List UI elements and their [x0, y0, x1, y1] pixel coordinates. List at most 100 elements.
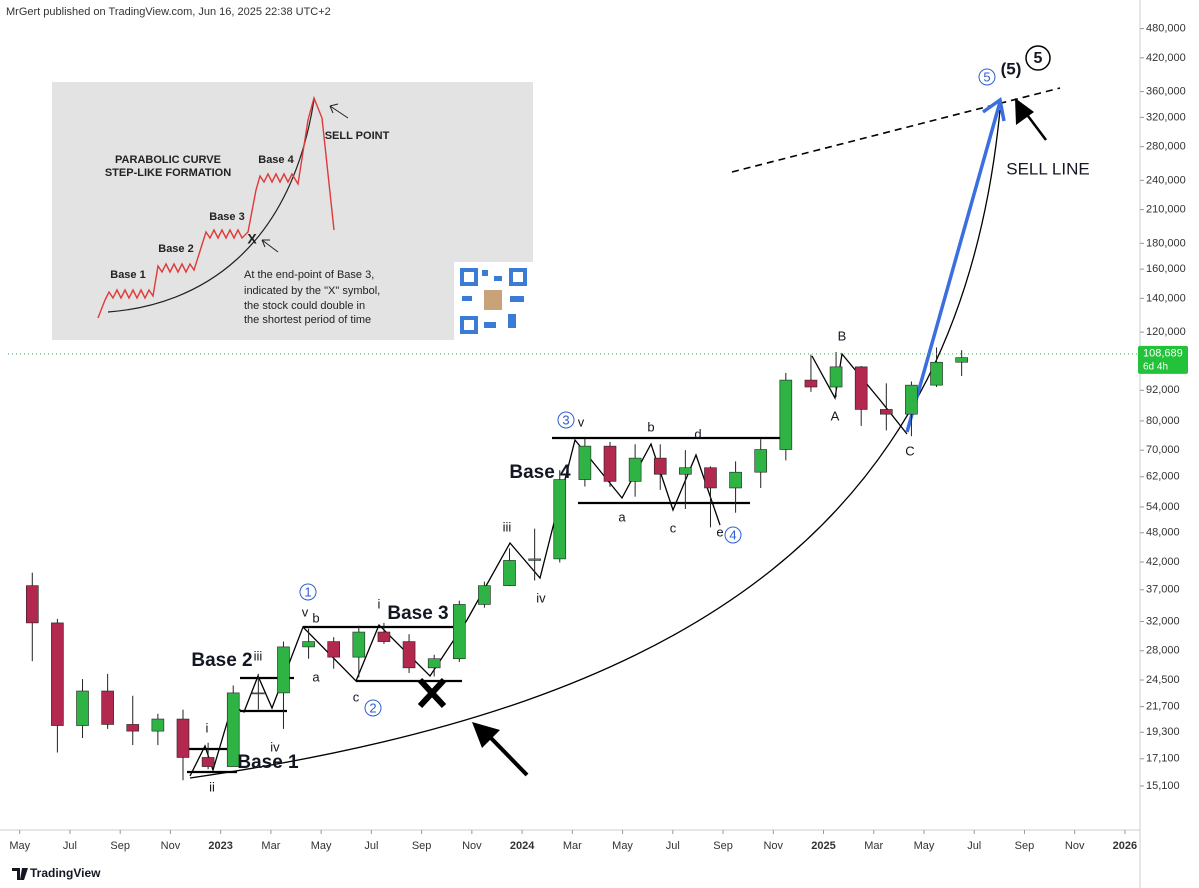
candle-body [603, 445, 617, 482]
x-tick-label: Jul [63, 840, 77, 852]
wave-label: b [647, 419, 654, 434]
candle-body [76, 690, 89, 726]
candle-body [528, 558, 541, 561]
x-tick-label: Jul [364, 840, 378, 852]
circle-marker [724, 526, 742, 544]
qr [454, 262, 533, 340]
candle-body [905, 384, 918, 415]
y-tick-label: 320,000 [1146, 111, 1186, 123]
candle-body [478, 585, 491, 605]
y-tick-label: 37,000 [1146, 584, 1180, 596]
y-tick-label: 140,000 [1146, 292, 1186, 304]
y-tick-label: 180,000 [1146, 237, 1186, 249]
wave-label: e [716, 524, 723, 539]
wave-label: a [312, 669, 320, 684]
inset-sell: SELL POINT [325, 130, 390, 142]
inset-base: Base 2 [158, 243, 193, 255]
candle-body [377, 631, 391, 642]
candle-body [930, 361, 943, 386]
y-tick-label: 210,000 [1146, 204, 1186, 216]
inset-base: Base 4 [258, 154, 294, 166]
y-tick-label: 70,000 [1146, 444, 1180, 456]
candle-body [804, 379, 818, 388]
wave-label: A [831, 408, 840, 423]
candle-body [226, 692, 240, 767]
candle-body [503, 560, 516, 586]
wave-label: iv [536, 590, 546, 605]
circled-label: 5 [983, 69, 990, 84]
x-tick-label: May [9, 840, 30, 852]
candle-body [352, 631, 366, 658]
wave-label: ii [209, 779, 215, 794]
candle-body [327, 641, 341, 658]
inset-base: Base 1 [110, 269, 145, 281]
y-tick-label: 19,300 [1146, 726, 1180, 738]
base-label: Base 4 [509, 462, 571, 483]
wave-label: d [694, 426, 701, 441]
candle-body [880, 409, 893, 415]
countdown: 6d 4h [1143, 361, 1168, 372]
circle-marker [557, 411, 575, 429]
circle-marker [978, 68, 996, 86]
circle-marker [364, 699, 382, 717]
y-tick-label: 120,000 [1146, 326, 1186, 338]
candle-body [628, 457, 642, 482]
wave-label: a [618, 509, 626, 524]
candle-body [51, 622, 64, 726]
candle-body [402, 641, 416, 669]
y-tick-label: 62,000 [1146, 471, 1180, 483]
inset-base: Base 3 [209, 211, 244, 223]
candle-body [277, 646, 290, 694]
wave-label: i [206, 720, 209, 735]
candle-body [176, 718, 190, 758]
final-circled: 5 [1034, 50, 1043, 67]
inset-price [97, 95, 335, 319]
wave-label: c [353, 689, 360, 704]
candle-body [452, 604, 466, 660]
inset-arrow [329, 103, 349, 119]
candle-body [754, 449, 768, 473]
candle-body [854, 366, 868, 410]
wave-label: c [670, 520, 677, 535]
candle-body [252, 692, 265, 695]
x-tick-label: Mar [864, 840, 883, 852]
inset-title: STEP-LIKE FORMATION [105, 167, 231, 179]
candle-body [25, 585, 39, 624]
x-tick-label: 2025 [811, 840, 835, 852]
circled-label: 4 [729, 527, 736, 542]
x-tick-label: Sep [713, 840, 733, 852]
wave-label: i [378, 596, 381, 611]
candle-body [679, 467, 692, 475]
x-tick-label: Mar [563, 840, 582, 852]
x-tick-label: May [914, 840, 935, 852]
base-label: Base 3 [387, 603, 448, 624]
inset-note: the stock could double in [244, 300, 365, 312]
circled-label: 1 [304, 584, 311, 599]
wave-label: B [838, 328, 847, 343]
arrow [486, 733, 529, 777]
inset-bg [52, 82, 533, 340]
candle-body [653, 457, 667, 475]
arrow-head [1015, 98, 1034, 125]
candle-body [126, 724, 140, 732]
circled-label: 3 [562, 412, 569, 427]
circle-marker [1025, 45, 1051, 71]
wave-label: v [302, 604, 309, 619]
x-tick-label: Nov [161, 840, 181, 852]
x-tick-label: May [612, 840, 633, 852]
x-tick-label: Sep [110, 840, 130, 852]
candle-body [553, 479, 567, 560]
candle-body [729, 471, 742, 489]
x-tick-label: 2026 [1113, 840, 1137, 852]
final-label: (5) [1001, 59, 1022, 78]
y-tick-label: 15,100 [1146, 780, 1180, 792]
y-tick-label: 17,100 [1146, 753, 1180, 765]
base-label: Base 1 [237, 752, 299, 773]
inset-note: At the end-point of Base 3, [244, 269, 374, 281]
inset-title: PARABOLIC CURVE [115, 154, 221, 166]
wave-label: iii [254, 648, 263, 663]
wave-label: v [578, 414, 585, 429]
candle-body [101, 690, 114, 725]
x-tick-label: Jul [666, 840, 680, 852]
